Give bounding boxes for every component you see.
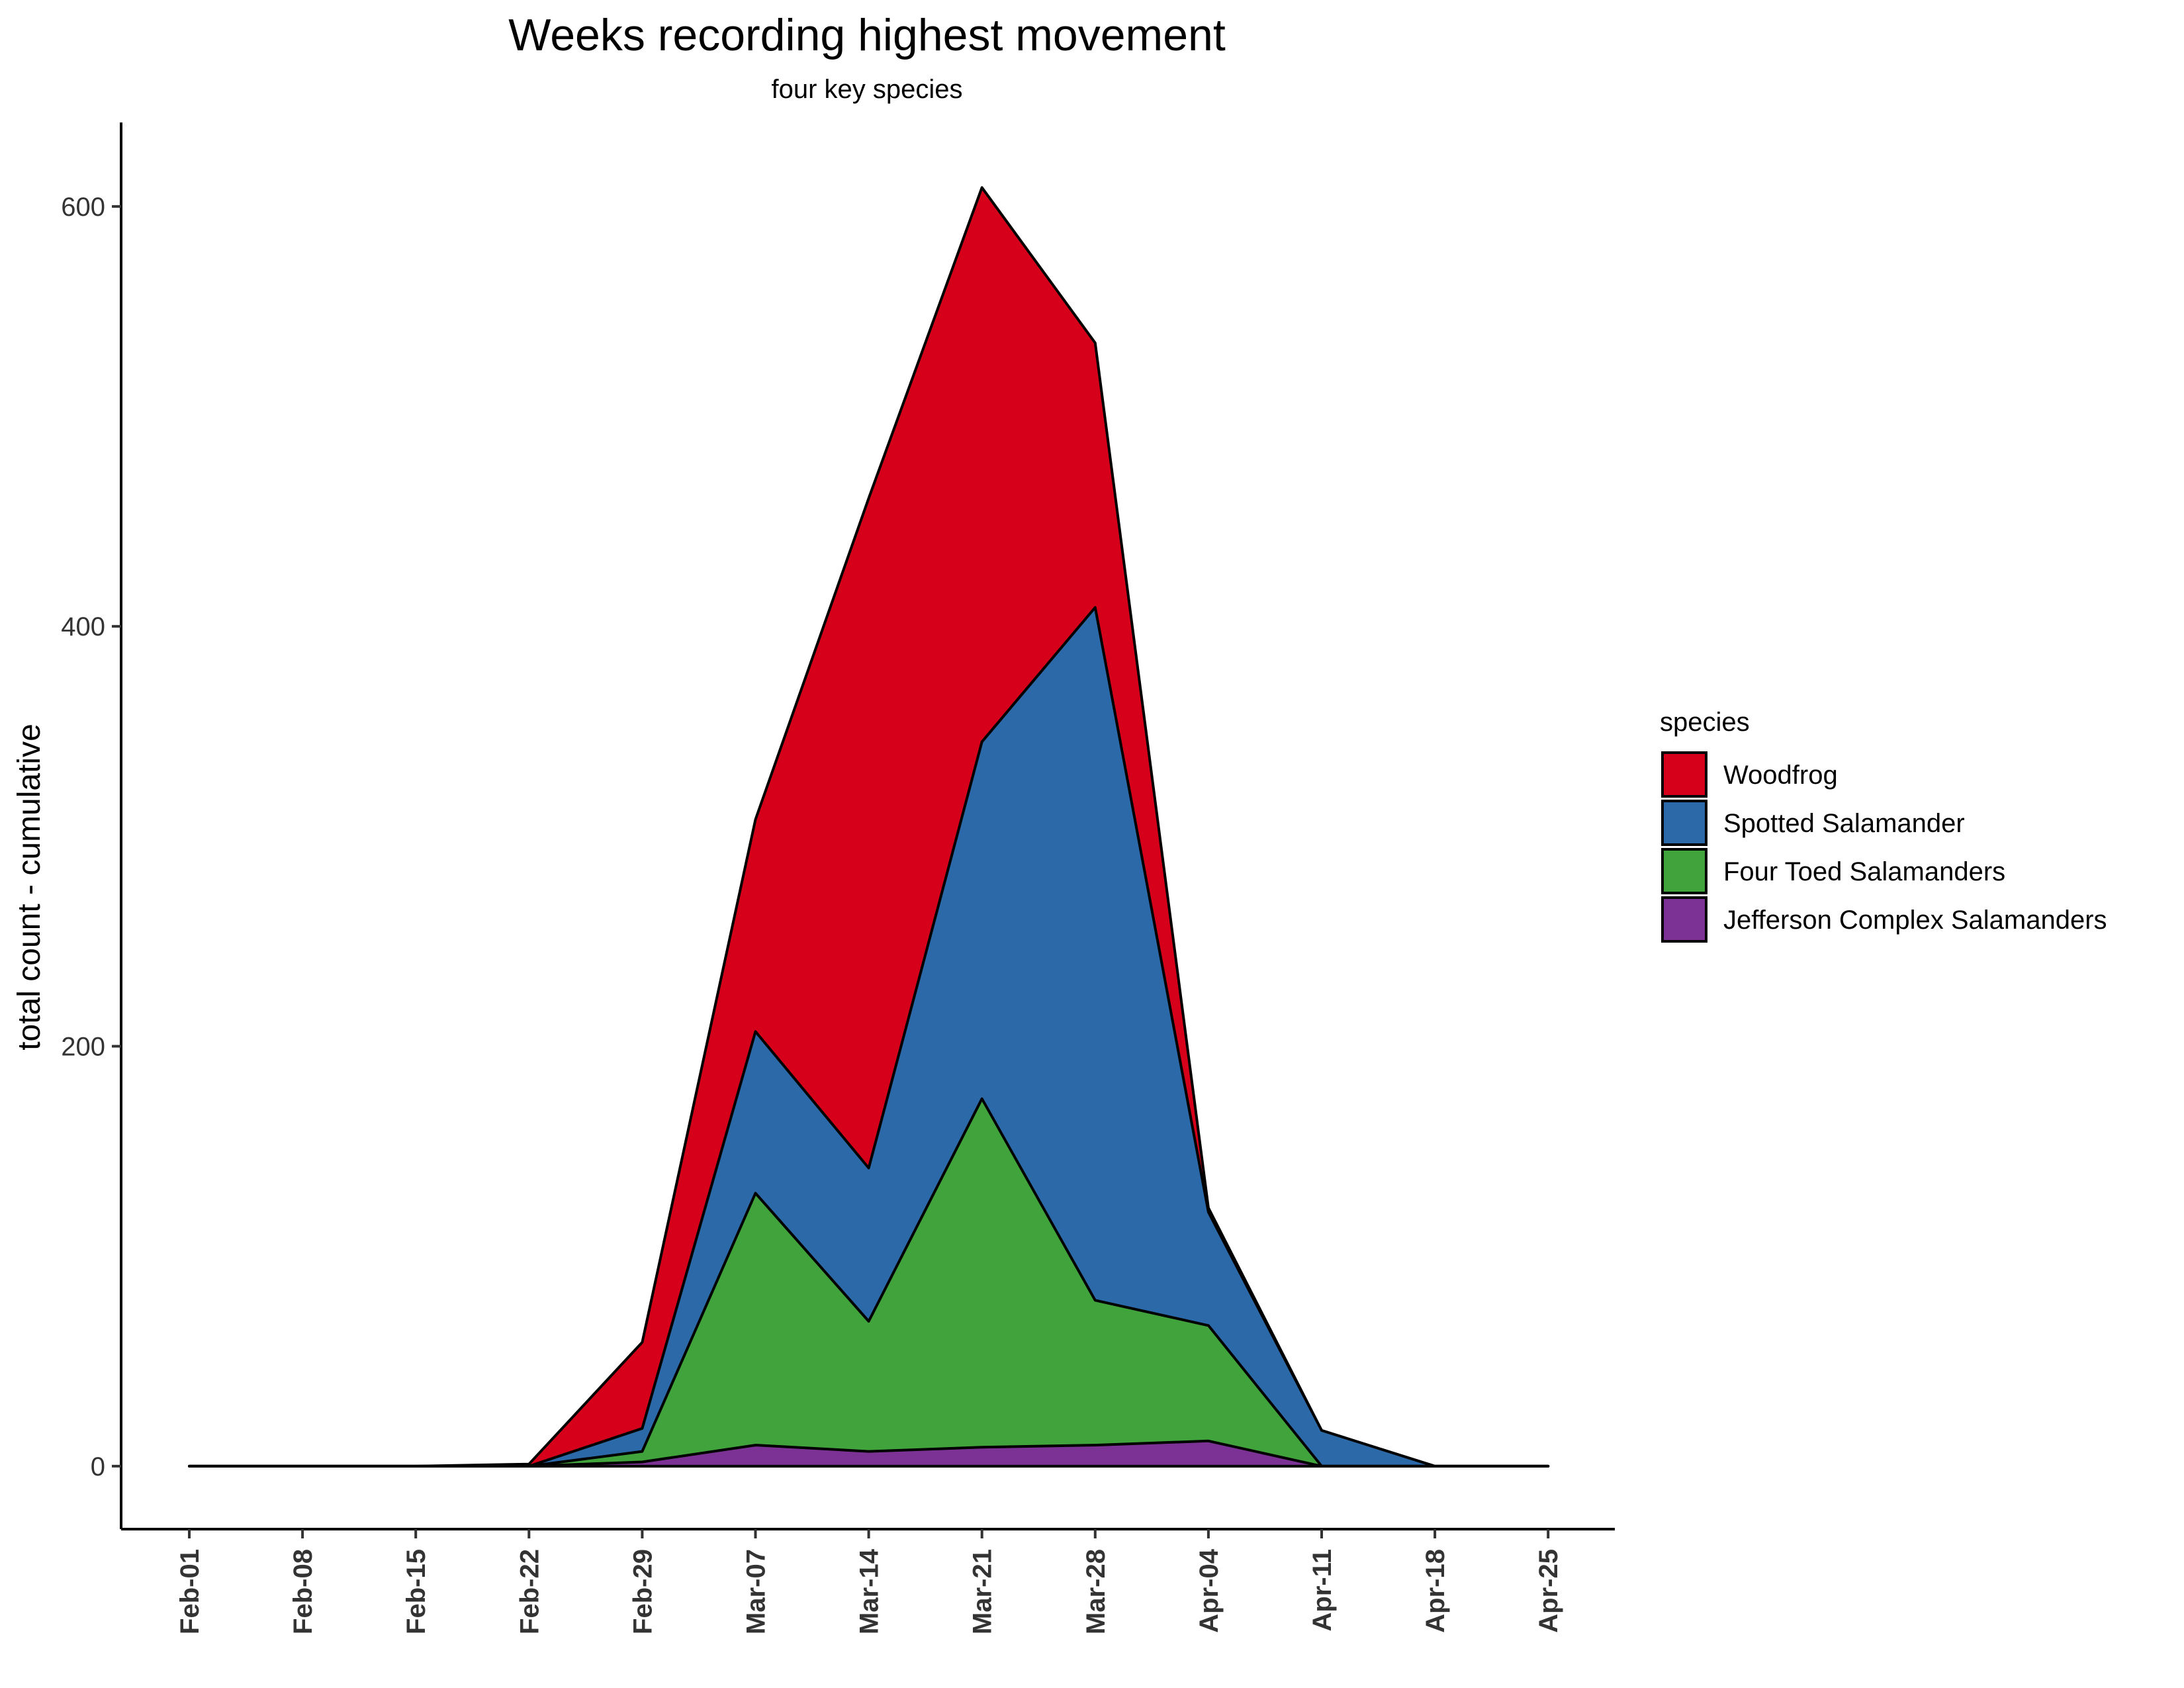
legend-title: species xyxy=(1660,708,1750,737)
y-tick-label-200: 200 xyxy=(61,1033,105,1062)
x-tick-label-feb-15: Feb-15 xyxy=(402,1549,431,1634)
legend-label-four-toed-salamanders: Four Toed Salamanders xyxy=(1723,857,2005,886)
area-layers xyxy=(188,186,1550,1468)
legend: species Woodfrog Spotted Salamander Four T… xyxy=(1660,708,2107,943)
x-tick-label-apr-18: Apr-18 xyxy=(1421,1549,1450,1633)
x-tick-label-apr-25: Apr-25 xyxy=(1534,1549,1563,1633)
legend-label-woodfrog: Woodfrog xyxy=(1723,761,1838,790)
x-tick-label-feb-08: Feb-08 xyxy=(289,1549,318,1634)
x-tick-label-apr-11: Apr-11 xyxy=(1308,1549,1337,1632)
x-tick-label-feb-22: Feb-22 xyxy=(515,1549,544,1634)
chart-title: Weeks recording highest movement xyxy=(508,10,1226,60)
x-tick-label-mar-07: Mar-07 xyxy=(742,1549,771,1634)
legend-key-spotted-salamander xyxy=(1661,800,1707,846)
y-tick-label-0: 0 xyxy=(91,1452,105,1481)
legend-label-jefferson-complex-salamanders: Jefferson Complex Salamanders xyxy=(1723,906,2107,935)
chart-subtitle: four key species xyxy=(771,75,962,104)
legend-key-four-toed-salamanders xyxy=(1661,848,1707,894)
y-axis-ticks: 0 200 400 600 xyxy=(61,193,121,1481)
legend-key-jefferson-complex-salamanders xyxy=(1661,896,1707,943)
x-tick-label-apr-04: Apr-04 xyxy=(1195,1548,1224,1632)
area-jefferson-complex-salamanders xyxy=(188,1439,1550,1468)
y-tick-label-600: 600 xyxy=(61,193,105,222)
x-tick-label-feb-01: Feb-01 xyxy=(175,1549,205,1634)
x-tick-label-mar-21: Mar-21 xyxy=(968,1549,997,1634)
legend-key-woodfrog xyxy=(1661,751,1707,798)
x-tick-label-mar-14: Mar-14 xyxy=(855,1548,884,1634)
legend-label-spotted-salamander: Spotted Salamander xyxy=(1723,809,1965,838)
y-axis-title: total count - cumulative xyxy=(12,724,47,1051)
x-tick-label-mar-28: Mar-28 xyxy=(1081,1549,1111,1634)
x-tick-label-feb-29: Feb-29 xyxy=(628,1549,657,1634)
y-tick-label-400: 400 xyxy=(61,612,105,641)
x-axis-ticks: Feb-01 Feb-08 Feb-15 Feb-22 Feb-29 Mar-07 Mar-… xyxy=(175,1529,1563,1634)
